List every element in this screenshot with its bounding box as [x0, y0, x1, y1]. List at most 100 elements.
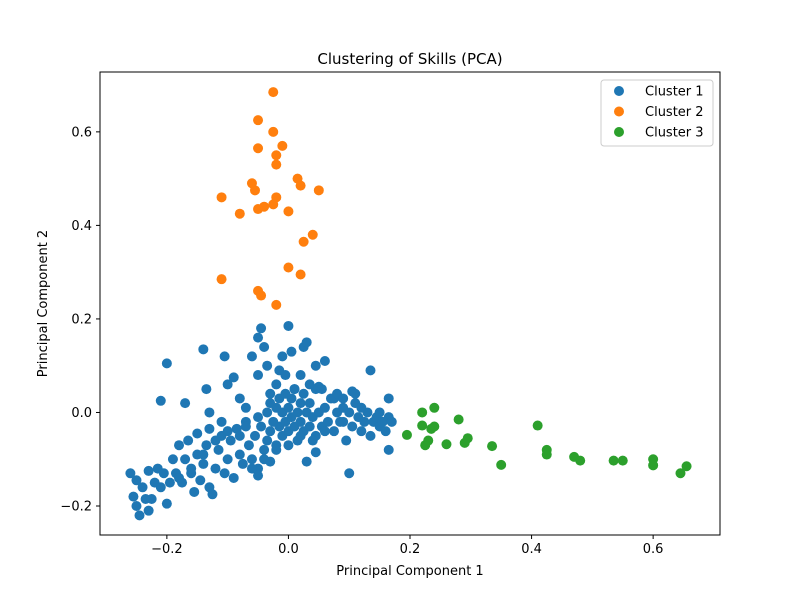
cluster-1-point — [265, 388, 276, 399]
cluster-3-point — [423, 435, 434, 446]
cluster-1-point — [259, 444, 270, 455]
cluster-2-point — [313, 185, 324, 196]
cluster-1-point — [219, 351, 230, 362]
cluster-2-point — [283, 206, 294, 217]
cluster-1-point — [319, 426, 330, 437]
legend-marker-cluster-3 — [614, 127, 624, 137]
cluster-1-point — [307, 435, 318, 446]
cluster-1-point — [146, 493, 157, 504]
cluster-2-point — [277, 140, 288, 151]
x-tick-label: 0.2 — [400, 542, 421, 557]
cluster-1-point — [310, 360, 321, 371]
cluster-1-point — [131, 475, 142, 486]
cluster-1-point — [356, 426, 367, 437]
cluster-1-point — [262, 407, 273, 418]
cluster-1-point — [198, 449, 209, 460]
legend-items: Cluster 1 Cluster 2 Cluster 3 — [614, 85, 704, 141]
cluster-1-point — [253, 470, 264, 481]
cluster-1-point — [219, 468, 230, 479]
cluster-1-point — [158, 468, 169, 479]
cluster-1-point — [359, 416, 370, 427]
cluster-1-point — [210, 435, 221, 446]
cluster-1-point — [246, 463, 257, 474]
cluster-1-point — [195, 475, 206, 486]
cluster-3-point — [401, 429, 412, 440]
cluster-3-point — [496, 459, 507, 470]
cluster-1-point — [265, 456, 276, 467]
cluster-1-point — [256, 421, 267, 432]
cluster-1-point — [304, 398, 315, 409]
cluster-3-point — [617, 455, 628, 466]
cluster-1-point — [210, 463, 221, 474]
cluster-1-point — [243, 440, 254, 451]
cluster-1-point — [164, 477, 175, 488]
cluster-1-point — [137, 482, 148, 493]
cluster-1-point — [319, 356, 330, 367]
cluster-2-point — [298, 236, 309, 247]
cluster-2-point — [250, 185, 260, 196]
legend-label-cluster-2: Cluster 2 — [645, 105, 704, 120]
cluster-1-point — [271, 444, 282, 455]
cluster-1-point — [237, 458, 248, 469]
cluster-1-point — [316, 384, 327, 395]
cluster-1-point — [344, 468, 355, 479]
cluster-1-point — [295, 430, 306, 441]
cluster-1-point — [198, 458, 209, 469]
cluster-3-point — [441, 439, 452, 450]
cluster-2-point — [283, 262, 294, 273]
cluster-1-point — [131, 501, 142, 511]
y-tick-label: 0.4 — [71, 219, 92, 234]
cluster-1-point — [246, 351, 257, 362]
cluster-1-point — [253, 412, 264, 423]
cluster-1-point — [198, 344, 209, 355]
cluster-1-point — [262, 435, 273, 446]
cluster-1-point — [304, 421, 315, 432]
legend-label-cluster-3: Cluster 3 — [645, 126, 704, 141]
cluster-1-point — [174, 472, 185, 483]
cluster-1-point — [128, 491, 139, 502]
cluster-1-point — [228, 472, 239, 483]
cluster-1-point — [234, 449, 245, 460]
cluster-1-point — [289, 384, 300, 395]
cluster-1-point — [167, 454, 178, 465]
cluster-2-point — [253, 143, 264, 154]
cluster-1-point — [234, 430, 245, 441]
cluster-1-point — [201, 440, 212, 451]
cluster-1-point — [143, 465, 154, 476]
cluster-1-point — [240, 421, 251, 432]
legend-marker-cluster-1 — [614, 86, 624, 96]
cluster-3-point — [429, 421, 440, 432]
cluster-1-point — [347, 421, 358, 432]
cluster-1-point — [216, 416, 227, 427]
cluster-1-point — [228, 372, 239, 383]
cluster-3-point — [429, 402, 440, 413]
cluster-1-point — [253, 370, 264, 381]
cluster-1-point — [222, 454, 233, 465]
cluster-1-point — [180, 454, 191, 465]
cluster-1-point — [234, 393, 245, 404]
cluster-3-point — [417, 420, 428, 431]
cluster-1-point — [310, 447, 321, 458]
cluster-3-point — [487, 441, 498, 452]
cluster-3-point — [541, 449, 552, 460]
cluster-1-point — [207, 489, 218, 500]
y-tick-label: 0.6 — [71, 125, 92, 140]
cluster-1-point — [304, 379, 315, 390]
cluster-1-point — [180, 398, 191, 409]
cluster-1-point — [259, 341, 270, 352]
chart-title: Clustering of Skills (PCA) — [317, 50, 502, 68]
x-axis-ticks: −0.2 0.0 0.2 0.4 0.6 — [151, 535, 663, 557]
cluster-1-point — [295, 370, 306, 381]
cluster-1-point — [161, 498, 172, 509]
cluster-1-point — [350, 388, 361, 399]
legend-box — [600, 79, 714, 147]
cluster-1-point — [283, 402, 294, 413]
cluster-2-point — [268, 87, 279, 98]
cluster-1-point — [283, 440, 294, 451]
cluster-1-point — [380, 426, 391, 437]
cluster-2-point — [307, 229, 318, 240]
cluster-1-point — [183, 435, 194, 446]
cluster-2-point — [253, 115, 264, 126]
cluster-1-point — [186, 463, 197, 474]
